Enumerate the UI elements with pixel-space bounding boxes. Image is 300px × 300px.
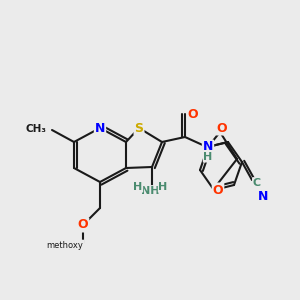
Text: NH: NH: [141, 186, 159, 196]
Text: H: H: [134, 182, 142, 192]
Text: N: N: [258, 190, 268, 203]
Text: C: C: [253, 178, 261, 188]
Text: N: N: [203, 140, 213, 154]
Text: O: O: [188, 107, 198, 121]
Text: O: O: [213, 184, 223, 196]
Text: CH₃: CH₃: [25, 124, 46, 134]
Text: O: O: [217, 122, 227, 134]
Text: S: S: [134, 122, 143, 134]
Text: methoxy: methoxy: [46, 241, 83, 250]
Text: H: H: [203, 152, 213, 162]
Text: N: N: [95, 122, 105, 134]
Text: O: O: [78, 218, 88, 232]
Text: H: H: [158, 182, 168, 192]
